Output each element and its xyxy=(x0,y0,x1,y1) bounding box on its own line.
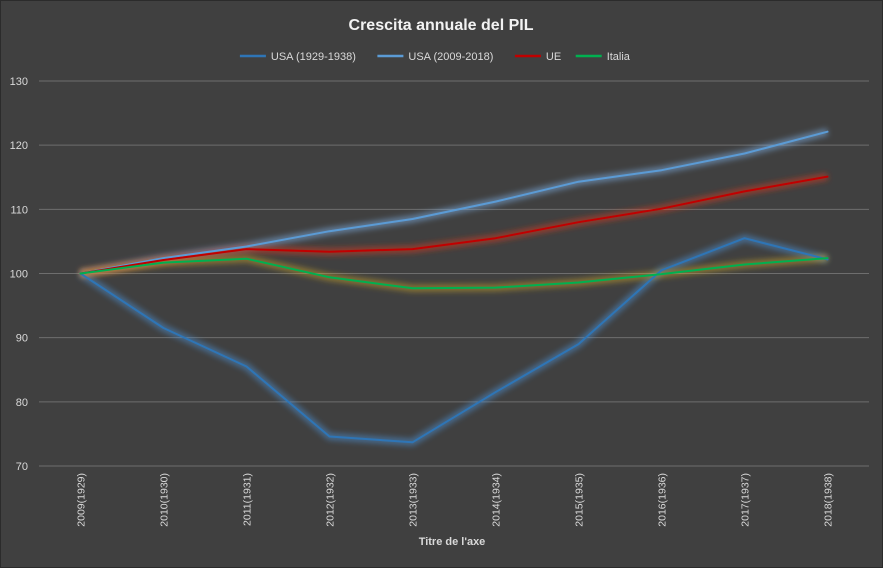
x-tick-label: 2016(1936) xyxy=(657,473,669,527)
y-tick-label: 110 xyxy=(10,204,28,216)
y-tick-label: 90 xyxy=(16,333,28,345)
x-axis-ticks: 2009(1929) 2010(1930) 2011(1931) 2012(1932)… xyxy=(76,473,835,527)
x-tick-label: 2010(1930) xyxy=(159,473,171,527)
series-lines xyxy=(79,130,829,444)
x-tick-label: 2012(1932) xyxy=(325,473,337,527)
y-tick-label: 80 xyxy=(16,397,28,409)
series-line-0 xyxy=(79,237,829,444)
chart-title: Crescita annuale del PIL xyxy=(349,17,534,34)
x-tick-label: 2015(1935) xyxy=(574,473,586,527)
x-tick-label: 2014(1934) xyxy=(491,473,503,527)
x-tick-label: 2011(1931) xyxy=(242,473,254,526)
x-tick-label: 2017(1937) xyxy=(740,473,752,527)
y-tick-label: 70 xyxy=(16,461,28,473)
y-tick-label: 120 xyxy=(10,140,28,152)
legend-label-0: USA (1929-1938) xyxy=(271,51,356,63)
x-tick-label: 2009(1929) xyxy=(76,473,88,527)
legend-label-3: Italia xyxy=(607,51,631,63)
y-tick-label: 130 xyxy=(10,76,28,88)
series-line-3 xyxy=(79,257,829,290)
legend-label-1: USA (2009-2018) xyxy=(408,51,493,63)
x-axis-title: Titre de l'axe xyxy=(419,536,486,548)
y-tick-label: 100 xyxy=(10,269,28,281)
series-line-2 xyxy=(79,175,829,275)
legend: USA (1929-1938) USA (2009-2018) UE Italia xyxy=(239,51,631,63)
legend-label-2: UE xyxy=(546,51,561,63)
y-axis-ticks: 70 80 90 100 110 120 130 xyxy=(10,76,28,473)
x-tick-label: 2018(1938) xyxy=(823,473,835,527)
gridlines xyxy=(39,80,869,467)
x-tick-label: 2013(1933) xyxy=(408,473,420,527)
series-line-1 xyxy=(79,130,829,275)
